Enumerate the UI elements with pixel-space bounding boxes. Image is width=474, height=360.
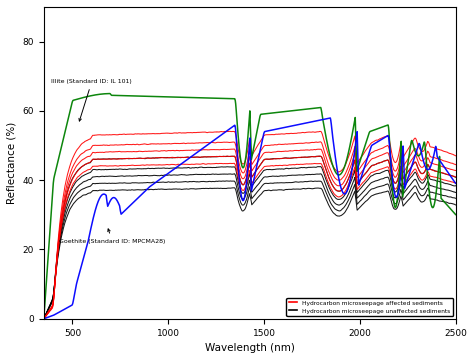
- Text: Illite (Standard ID: IL 101): Illite (Standard ID: IL 101): [51, 79, 132, 121]
- X-axis label: Wavelength (nm): Wavelength (nm): [205, 343, 295, 353]
- Legend: Hydrocarbon microseepage affected sediments, Hydrocarbon microseepage unaffected: Hydrocarbon microseepage affected sedime…: [286, 298, 453, 316]
- Text: Goethite (Standard ID: MPCMA28): Goethite (Standard ID: MPCMA28): [59, 229, 165, 244]
- Y-axis label: Reflectance (%): Reflectance (%): [7, 122, 17, 204]
